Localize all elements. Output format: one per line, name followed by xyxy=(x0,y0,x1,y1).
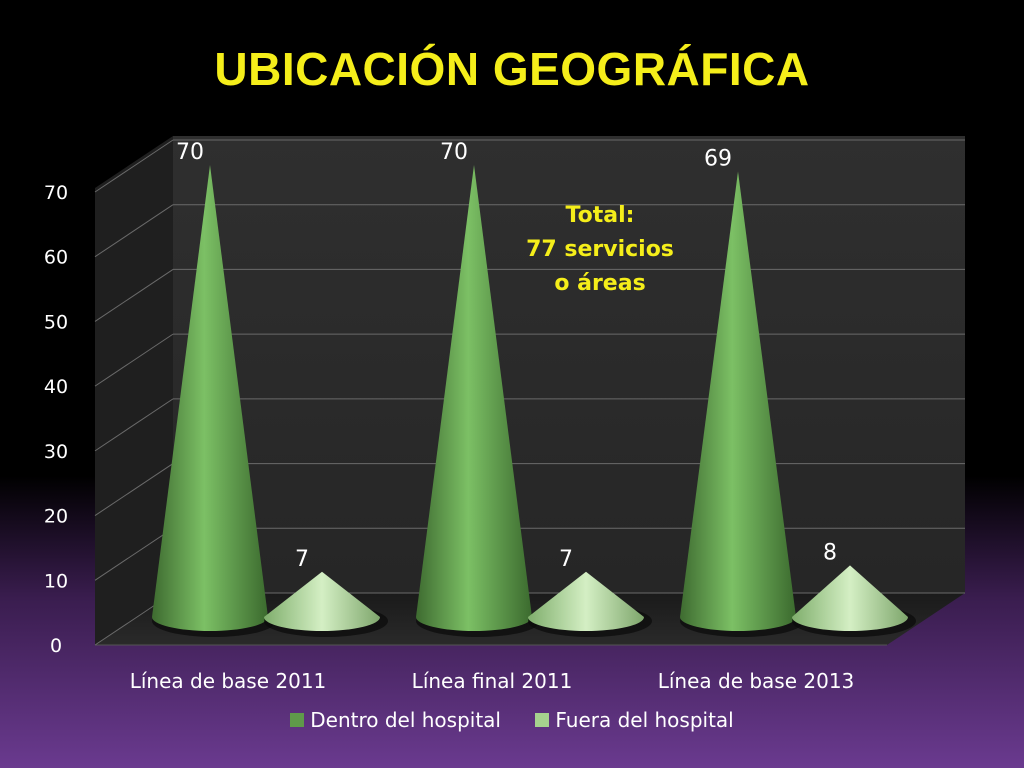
legend-label-dentro: Dentro del hospital xyxy=(310,708,501,732)
y-tick-label: 40 xyxy=(44,376,68,398)
data-label: 69 xyxy=(704,146,732,171)
grid-line xyxy=(94,463,174,516)
legend: Dentro del hospital Fuera del hospital xyxy=(0,708,1024,732)
legend-label-fuera: Fuera del hospital xyxy=(555,708,734,732)
legend-swatch-dentro xyxy=(290,713,305,727)
y-tick-label: 30 xyxy=(44,441,68,463)
cone-dentro xyxy=(152,165,268,631)
data-label: 7 xyxy=(295,547,309,572)
data-label: 70 xyxy=(440,140,468,165)
data-label: 8 xyxy=(823,540,837,565)
data-label: 70 xyxy=(176,140,204,165)
side-wall xyxy=(95,136,173,645)
grid-line xyxy=(94,398,174,452)
grid-line xyxy=(94,333,174,387)
x-category-label: Línea de base 2013 xyxy=(658,669,855,693)
grid-line xyxy=(94,269,174,322)
y-tick-label: 0 xyxy=(50,635,62,657)
cone-fuera xyxy=(264,571,380,631)
grid-line xyxy=(94,527,174,581)
cone-fuera xyxy=(792,565,908,631)
data-label: 7 xyxy=(559,547,573,572)
y-tick-label: 70 xyxy=(44,182,68,204)
legend-item-dentro: Dentro del hospital xyxy=(290,708,501,732)
cone-dentro xyxy=(680,171,796,631)
cone-fuera xyxy=(528,571,644,631)
grid-line xyxy=(94,204,174,258)
annotation-line: 77 servicios xyxy=(526,237,674,262)
x-category-label: Línea de base 2011 xyxy=(130,669,327,693)
y-tick-label: 50 xyxy=(44,311,68,333)
cone-dentro xyxy=(416,165,532,631)
x-category-label: Línea final 2011 xyxy=(412,669,573,693)
y-tick-label: 60 xyxy=(44,247,68,269)
legend-swatch-fuera xyxy=(535,713,550,727)
page-title: UBICACIÓN GEOGRÁFICA xyxy=(214,43,810,95)
annotation-line: o áreas xyxy=(554,271,645,296)
annotation-line: Total: xyxy=(566,203,635,228)
y-tick-label: 10 xyxy=(44,570,68,592)
legend-item-fuera: Fuera del hospital xyxy=(535,708,734,732)
y-tick-label: 20 xyxy=(44,506,68,528)
grid-line xyxy=(94,139,174,193)
